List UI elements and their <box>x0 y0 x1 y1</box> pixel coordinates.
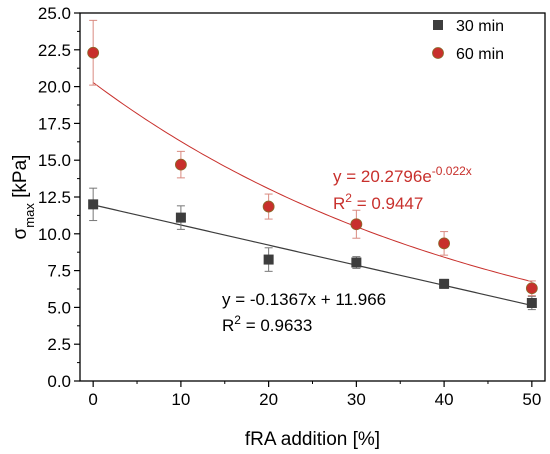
fit-equation-60-min-exponent: -0.022x <box>432 164 472 178</box>
legend-marker-60-min <box>432 47 444 59</box>
x-tick-label: 50 <box>522 390 541 409</box>
point-60-min <box>438 237 451 250</box>
x-tick-label: 40 <box>435 390 454 409</box>
point-30-min <box>439 278 450 289</box>
point-30-min <box>175 212 186 223</box>
fit-equation-60-min-base: y = 20.2796e <box>333 167 432 186</box>
y-axis-unit: [kPa] <box>10 155 31 204</box>
point-60-min <box>525 282 538 295</box>
y-tick-label: 0.0 <box>47 372 71 391</box>
legend: 30 min 60 min <box>432 18 504 63</box>
x-tick-label: 20 <box>259 390 278 409</box>
y-tick-label: 25.0 <box>38 4 71 23</box>
plot-frame <box>79 12 546 382</box>
point-60-min <box>350 218 363 231</box>
y-tick-label: 15.0 <box>38 151 71 170</box>
point-30-min <box>263 254 274 265</box>
point-60-min <box>262 200 275 213</box>
x-tick-label: 0 <box>88 390 97 409</box>
point-30-min <box>351 257 362 268</box>
y-tick-label: 7.5 <box>47 262 71 281</box>
fit-r2-30-min-value: = 0.9633 <box>241 316 312 335</box>
fit-equation-30-min: y = -0.1367x + 11.966 <box>222 290 386 309</box>
y-tick-label: 17.5 <box>38 114 71 133</box>
legend-label-30-min: 30 min <box>456 18 504 35</box>
legend-marker-30-min <box>433 20 443 30</box>
y-tick-label: 20.0 <box>38 78 71 97</box>
y-tick-label: 2.5 <box>47 335 71 354</box>
point-60-min <box>87 46 100 59</box>
fit-line <box>92 82 532 283</box>
fit-r2-60-min-value: = 0.9447 <box>352 194 423 213</box>
y-tick-label: 12.5 <box>38 188 71 207</box>
fit-equation-60-min: y = 20.2796e-0.022x <box>333 164 472 186</box>
fit-r2-60-min: R2 = 0.9447 <box>333 191 423 213</box>
point-30-min <box>526 297 537 308</box>
y-axis-title: σmax [kPa] <box>10 155 37 240</box>
y-tick-label: 22.5 <box>38 41 71 60</box>
fit-line <box>93 204 532 307</box>
x-tick-label: 30 <box>347 390 366 409</box>
point-60-min <box>174 158 187 171</box>
y-tick-label: 5.0 <box>47 298 71 317</box>
point-30-min <box>88 199 99 210</box>
x-axis-title: fRA addition [%] <box>245 429 380 450</box>
x-tick-label: 10 <box>171 390 190 409</box>
fit-r2-30-min: R2 = 0.9633 <box>222 313 312 335</box>
legend-label-60-min: 60 min <box>456 46 504 63</box>
y-tick-label: 10.0 <box>38 225 71 244</box>
y-axis-subscript: max <box>22 203 37 228</box>
y-axis-symbol: σ <box>10 227 31 239</box>
